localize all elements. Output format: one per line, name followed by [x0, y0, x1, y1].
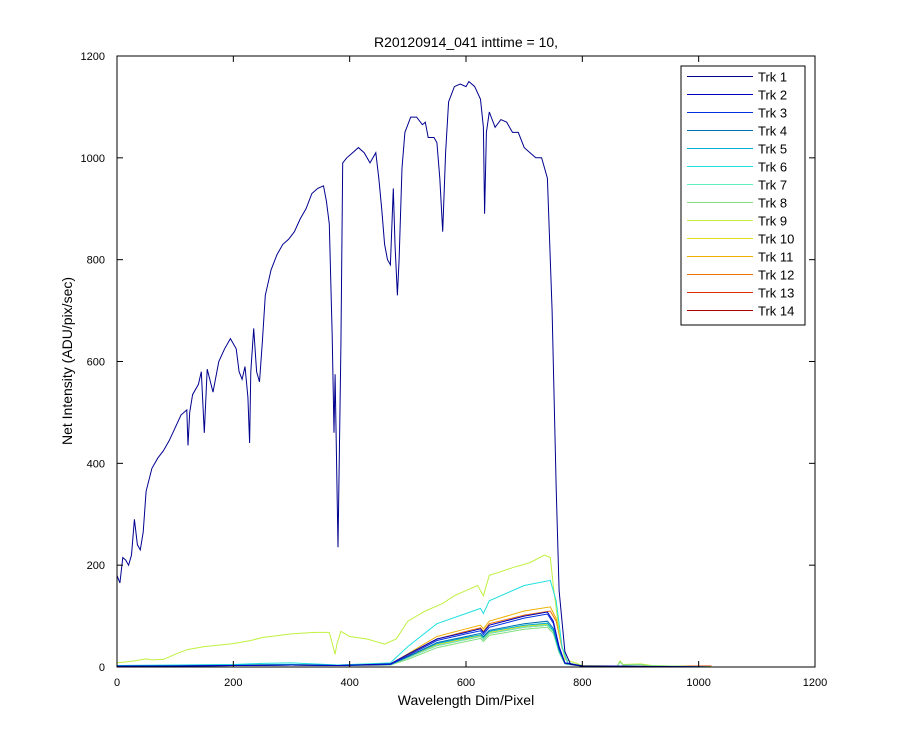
y-tick-label: 0	[99, 662, 105, 674]
series-line-trk-1	[116, 80, 712, 668]
x-tick-label: 800	[573, 677, 591, 689]
x-tick-label: 200	[224, 677, 242, 689]
legend-label-trk-5: Trk 5	[758, 142, 787, 157]
legend-label-trk-3: Trk 3	[758, 106, 787, 121]
legend: Trk 1 Trk 2 Trk 3 Trk 4 Trk 5 Trk 6 Trk 7 Trk 8…	[680, 65, 806, 326]
legend-label-trk-10: Trk 10	[758, 232, 794, 247]
y-axis-label: Net Intensity (ADU/pix/sec)	[59, 277, 75, 445]
legend-label-trk-8: Trk 8	[758, 196, 787, 211]
legend-label-trk-2: Trk 2	[758, 88, 787, 103]
x-tick-label: 1000	[686, 677, 710, 689]
y-tick-label: 600	[87, 357, 105, 369]
y-axis-ticks: 0 200 400 600 800 1000 1200	[81, 51, 815, 674]
legend-label-trk-7: Trk 7	[758, 178, 787, 193]
legend-label-trk-1: Trk 1	[758, 70, 787, 85]
series-line-trk-6	[116, 579, 712, 668]
series-layer	[116, 80, 712, 668]
y-tick-label: 1000	[81, 153, 105, 165]
y-tick-label: 200	[87, 560, 105, 572]
x-tick-label: 600	[457, 677, 475, 689]
y-tick-label: 800	[87, 255, 105, 267]
series-line-trk-2	[117, 611, 712, 668]
x-tick-label: 1200	[803, 677, 827, 689]
legend-label-trk-14: Trk 14	[758, 304, 794, 319]
x-axis-label: Wavelength Dim/Pixel	[398, 692, 534, 708]
legend-label-trk-9: Trk 9	[758, 214, 787, 229]
y-tick-label: 400	[87, 458, 105, 470]
x-axis-ticks: 0 200 400 600 800 1000 1200	[114, 56, 827, 689]
y-tick-label: 1200	[81, 51, 105, 63]
legend-label-trk-11: Trk 11	[758, 250, 793, 265]
legend-label-trk-6: Trk 6	[758, 160, 787, 175]
x-tick-label: 0	[114, 677, 120, 689]
series-line-trk-9	[116, 554, 712, 668]
legend-box	[680, 65, 806, 326]
legend-label-trk-13: Trk 13	[758, 286, 794, 301]
x-tick-label: 400	[340, 677, 358, 689]
legend-label-trk-4: Trk 4	[758, 124, 787, 139]
chart-title: R20120914_041 inttime = 10,	[374, 34, 558, 50]
legend-label-trk-12: Trk 12	[758, 268, 794, 283]
